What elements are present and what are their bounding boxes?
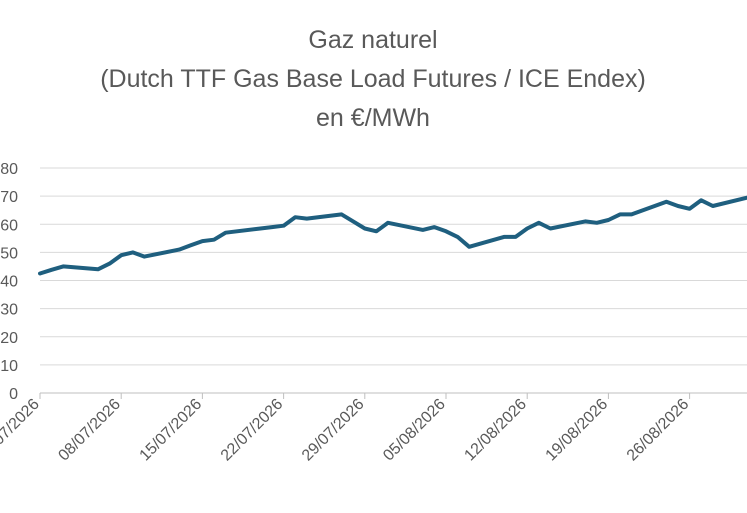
series-line <box>38 195 747 276</box>
data-point <box>38 271 42 275</box>
data-point <box>688 207 692 211</box>
x-tick-label: 26/08/2026 <box>624 396 693 465</box>
data-point <box>189 243 193 247</box>
x-tick-label: 08/07/2026 <box>55 396 124 465</box>
y-tick-label: 0 <box>9 386 18 403</box>
x-tick-label: 15/07/2026 <box>137 396 206 465</box>
data-point <box>293 215 297 219</box>
data-point <box>96 267 100 271</box>
data-point <box>108 262 112 266</box>
data-point <box>270 225 274 229</box>
series-layer <box>38 195 747 276</box>
chart-title-line-1: Gaz naturel <box>308 26 437 54</box>
data-point <box>374 229 378 233</box>
x-tick-label: 12/08/2026 <box>461 396 530 465</box>
data-point <box>467 245 471 249</box>
data-point <box>282 224 286 228</box>
y-tick-label: 60 <box>0 217 18 234</box>
x-tick-label: 05/08/2026 <box>380 396 449 465</box>
data-point <box>699 198 703 202</box>
y-tick-label: 50 <box>0 245 18 262</box>
y-tick-label: 30 <box>0 302 18 319</box>
data-point <box>212 238 216 242</box>
data-point <box>119 253 123 257</box>
data-point <box>61 264 65 268</box>
data-point <box>514 235 518 239</box>
x-axis-tick-labels: 01/07/2026 08/07/2026 15/07/2026 22/07/2026… <box>0 393 693 464</box>
y-axis-tick-labels: 0 10 20 30 40 50 60 70 80 <box>0 161 18 403</box>
data-point <box>432 225 436 229</box>
data-point <box>177 248 181 252</box>
data-point <box>131 250 135 254</box>
data-point <box>595 221 599 225</box>
data-point <box>258 226 262 230</box>
y-tick-label: 10 <box>0 358 18 375</box>
data-point <box>583 219 587 223</box>
data-point <box>630 212 634 216</box>
y-tick-label: 20 <box>0 330 18 347</box>
x-tick-label: 29/07/2026 <box>299 396 368 465</box>
data-point <box>340 212 344 216</box>
y-tick-label: 70 <box>0 189 18 206</box>
y-tick-label: 40 <box>0 274 18 291</box>
data-point <box>618 212 622 216</box>
data-point <box>444 229 448 233</box>
data-point <box>676 204 680 208</box>
x-tick-label: 22/07/2026 <box>218 396 287 465</box>
data-point <box>525 226 529 230</box>
data-point <box>711 204 715 208</box>
data-point <box>224 231 228 235</box>
gridlines <box>40 167 747 366</box>
x-tick-label: 19/08/2026 <box>543 396 612 465</box>
data-point <box>351 219 355 223</box>
data-point <box>142 255 146 259</box>
data-point <box>386 221 390 225</box>
data-point <box>363 226 367 230</box>
data-point <box>456 235 460 239</box>
y-tick-label: 80 <box>0 161 18 178</box>
data-point <box>502 235 506 239</box>
data-point <box>664 200 668 204</box>
chart-title-line-3: en €/MWh <box>316 104 430 132</box>
data-point <box>606 218 610 222</box>
chart-title: Gaz naturel (Dutch TTF Gas Base Load Fut… <box>100 26 646 132</box>
data-point <box>305 217 309 221</box>
x-tick-label: 01/07/2026 <box>0 396 43 465</box>
data-point <box>200 239 204 243</box>
chart-title-line-2: (Dutch TTF Gas Base Load Futures / ICE E… <box>100 65 646 93</box>
data-point <box>50 268 54 272</box>
data-point <box>537 221 541 225</box>
data-point <box>421 228 425 232</box>
data-point <box>548 226 552 230</box>
